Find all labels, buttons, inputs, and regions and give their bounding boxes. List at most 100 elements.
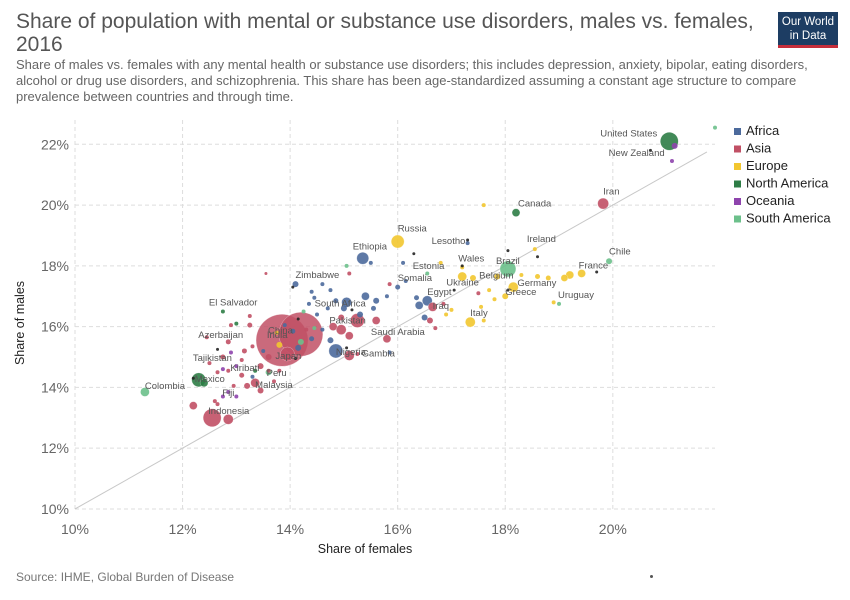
legend-item-asia[interactable]: Asia <box>734 141 772 156</box>
data-point[interactable] <box>290 328 296 334</box>
data-point[interactable] <box>216 347 220 351</box>
point-saudi-arabia[interactable] <box>382 334 392 344</box>
data-point[interactable] <box>492 297 497 302</box>
data-point[interactable] <box>536 255 540 259</box>
data-point[interactable] <box>212 399 217 404</box>
point-ukraine[interactable] <box>457 271 467 282</box>
data-point[interactable] <box>713 125 717 130</box>
point-somalia[interactable] <box>395 284 401 290</box>
point-kiribati[interactable] <box>234 364 239 369</box>
data-point[interactable] <box>368 260 373 265</box>
point-germany[interactable] <box>508 281 519 293</box>
data-point[interactable] <box>545 275 551 281</box>
data-point[interactable] <box>247 314 252 318</box>
data-point[interactable] <box>452 288 456 292</box>
point-el-salvador[interactable] <box>220 309 225 314</box>
point-chile[interactable] <box>606 258 613 265</box>
data-point[interactable] <box>506 288 510 292</box>
data-point[interactable] <box>333 298 339 304</box>
data-point[interactable] <box>312 326 317 331</box>
data-point[interactable] <box>387 282 392 287</box>
point-lesotho[interactable] <box>465 241 470 246</box>
point-italy[interactable] <box>465 316 476 328</box>
data-point[interactable] <box>519 272 524 277</box>
data-point[interactable] <box>220 367 225 372</box>
data-point[interactable] <box>320 282 325 287</box>
data-point[interactable] <box>199 378 209 388</box>
data-point[interactable] <box>271 379 276 384</box>
point-ethiopia[interactable] <box>356 252 369 265</box>
point-belgium[interactable] <box>494 273 501 280</box>
data-point[interactable] <box>449 307 454 312</box>
data-point[interactable] <box>250 344 255 349</box>
data-point[interactable] <box>309 336 315 342</box>
data-point[interactable] <box>312 295 317 300</box>
data-point[interactable] <box>257 387 264 394</box>
data-point[interactable] <box>328 322 338 331</box>
data-point[interactable] <box>306 301 311 306</box>
data-point[interactable] <box>207 361 212 366</box>
point-russia[interactable] <box>390 234 405 249</box>
data-point[interactable] <box>460 264 464 268</box>
data-point[interactable] <box>320 327 325 332</box>
data-point[interactable] <box>282 323 287 328</box>
data-point[interactable] <box>401 260 406 265</box>
point-nigeria[interactable] <box>328 343 344 359</box>
data-point[interactable] <box>315 312 320 317</box>
data-point[interactable] <box>228 350 233 355</box>
data-point[interactable] <box>345 346 349 350</box>
data-point[interactable] <box>191 376 195 380</box>
data-point[interactable] <box>347 271 352 276</box>
data-point[interactable] <box>294 357 298 361</box>
point-malaysia[interactable] <box>250 378 260 388</box>
data-point[interactable] <box>361 291 370 301</box>
point-uruguay[interactable] <box>557 301 562 306</box>
legend-item-africa[interactable]: Africa <box>734 123 780 138</box>
data-point[interactable] <box>373 297 380 304</box>
data-point[interactable] <box>669 159 674 164</box>
data-point[interactable] <box>244 382 251 389</box>
data-point[interactable] <box>309 289 314 294</box>
data-point[interactable] <box>265 354 272 361</box>
data-point[interactable] <box>296 317 300 321</box>
data-point[interactable] <box>231 383 236 388</box>
data-point[interactable] <box>234 321 239 326</box>
data-point[interactable] <box>466 238 470 242</box>
data-point[interactable] <box>560 274 569 282</box>
data-point[interactable] <box>412 252 416 256</box>
point-fiji[interactable] <box>226 389 231 394</box>
data-point[interactable] <box>444 312 449 317</box>
data-point[interactable] <box>291 285 295 289</box>
data-point[interactable] <box>479 304 484 309</box>
point-new-zealand[interactable] <box>671 142 678 149</box>
point-japan[interactable] <box>280 346 295 362</box>
legend-item-oceania[interactable]: Oceania <box>734 193 795 208</box>
point-tajikistan[interactable] <box>220 354 226 360</box>
data-point[interactable] <box>301 309 306 314</box>
data-point[interactable] <box>325 306 330 311</box>
data-point[interactable] <box>264 271 268 275</box>
data-point[interactable] <box>247 322 253 328</box>
point-estonia[interactable] <box>438 260 443 265</box>
data-point[interactable] <box>476 291 481 296</box>
point-greece[interactable] <box>502 293 509 300</box>
point-gambia[interactable] <box>387 350 392 355</box>
data-point[interactable] <box>257 363 264 370</box>
data-point[interactable] <box>340 305 347 312</box>
data-point[interactable] <box>241 348 247 354</box>
data-point[interactable] <box>441 301 446 306</box>
data-point[interactable] <box>239 372 245 378</box>
point-zimbabwe[interactable] <box>292 281 299 288</box>
data-point[interactable] <box>469 275 476 282</box>
point-colombia[interactable] <box>140 387 150 397</box>
data-point[interactable] <box>228 323 233 328</box>
point-india[interactable] <box>278 311 324 357</box>
legend-item-europe[interactable]: Europe <box>734 158 788 173</box>
data-point[interactable] <box>384 294 389 299</box>
data-point[interactable] <box>595 270 599 274</box>
data-point[interactable] <box>551 300 556 305</box>
data-point[interactable] <box>297 338 304 345</box>
data-point[interactable] <box>506 249 510 253</box>
data-point[interactable] <box>357 311 364 318</box>
data-point[interactable] <box>327 337 334 344</box>
